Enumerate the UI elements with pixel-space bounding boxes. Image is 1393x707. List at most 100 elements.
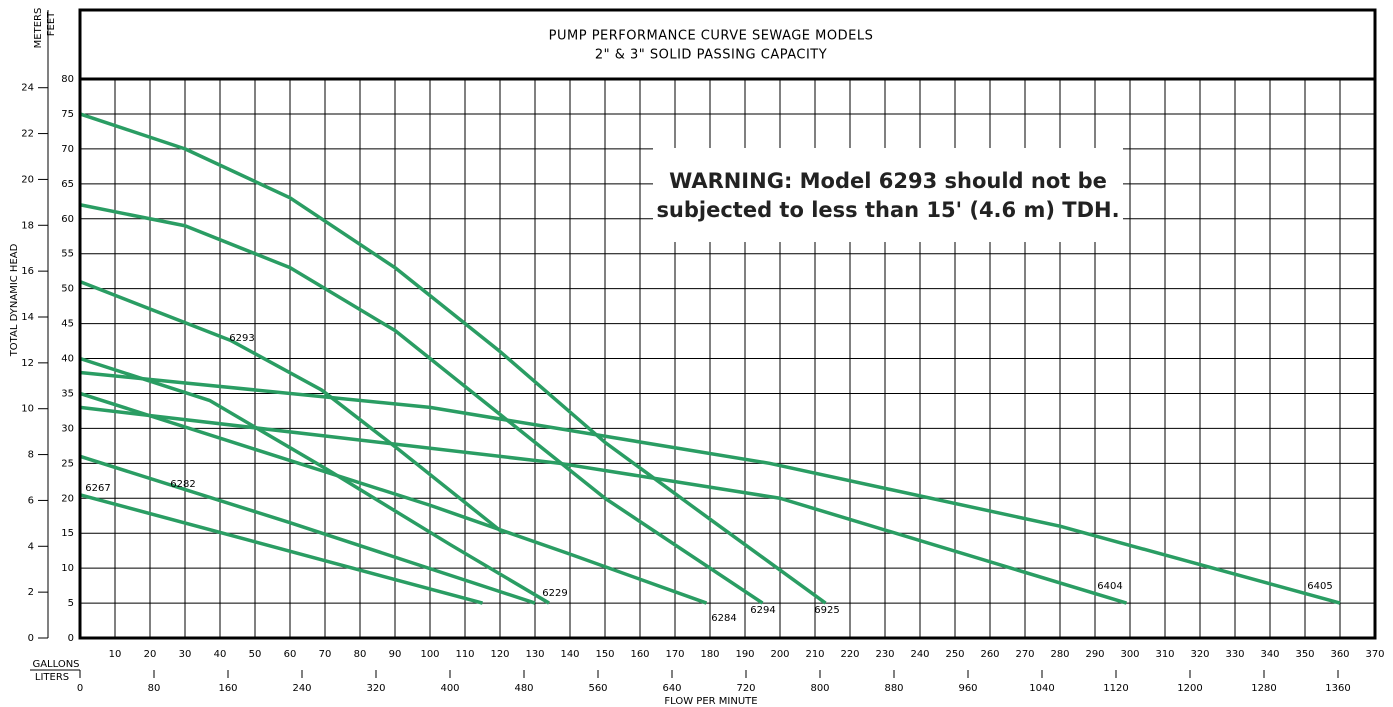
y-tick-label: 70	[61, 144, 74, 155]
x2-tick-label: 720	[736, 683, 755, 694]
x-tick-label: 310	[1155, 649, 1174, 660]
chart-title: PUMP PERFORMANCE CURVE SEWAGE MODELS	[549, 29, 874, 44]
y-tick-label: 60	[61, 214, 74, 225]
x-tick-label: 340	[1260, 649, 1279, 660]
x-tick-label: 160	[630, 649, 649, 660]
pump-curve	[79, 405, 1128, 605]
y2-tick-label: 22	[21, 129, 34, 140]
x-tick-label: 50	[249, 649, 262, 660]
x2-tick-label: 1200	[1177, 683, 1202, 694]
x2-tick-label: 1120	[1103, 683, 1128, 694]
x-tick-label: 320	[1190, 649, 1209, 660]
x2-tick-label: 960	[958, 683, 977, 694]
warning-line: subjected to less than 15' (4.6 m) TDH.	[656, 198, 1119, 222]
curve-label: 6294	[750, 605, 775, 616]
x-tick-label: 240	[910, 649, 929, 660]
x-tick-label: 30	[179, 649, 192, 660]
y-tick-label: 65	[61, 179, 74, 190]
x-tick-label: 250	[945, 649, 964, 660]
y-tick-label: 5	[68, 598, 74, 609]
x2-tick-label: 1360	[1325, 683, 1350, 694]
y-tick-label: 75	[61, 109, 74, 120]
y2-tick-label: 20	[21, 174, 34, 185]
curve-label: 6404	[1097, 581, 1122, 592]
x2-tick-label: 560	[588, 683, 607, 694]
curve-label: 6282	[170, 479, 195, 490]
x2-tick-label: 880	[884, 683, 903, 694]
x-tick-label: 60	[284, 649, 297, 660]
y2-tick-label: 4	[28, 541, 34, 552]
plot-border	[78, 77, 1377, 640]
x-tick-label: 20	[144, 649, 157, 660]
x-tick-label: 190	[735, 649, 754, 660]
y2-tick-label: 10	[21, 404, 34, 415]
x-tick-label: 260	[980, 649, 999, 660]
x2-unit: LITERS	[35, 672, 69, 683]
y2-tick-label: 16	[21, 266, 34, 277]
x2-tick-label: 0	[77, 683, 83, 694]
x2-tick-label: 640	[662, 683, 681, 694]
y-tick-label: 45	[61, 319, 74, 330]
x-tick-label: 70	[319, 649, 332, 660]
y-tick-label: 20	[61, 493, 74, 504]
x-tick-label: 330	[1225, 649, 1244, 660]
pump-curve	[79, 493, 483, 605]
pump-curve	[79, 356, 550, 605]
y2-tick-label: 2	[28, 587, 34, 598]
y2-tick-label: 12	[21, 358, 34, 369]
x-tick-label: 100	[420, 649, 439, 660]
x-tick-label: 200	[770, 649, 789, 660]
y-tick-label: 40	[61, 354, 74, 365]
x2-tick-label: 400	[440, 683, 459, 694]
curve-label: 6925	[814, 605, 839, 616]
x-label: FLOW PER MINUTE	[664, 696, 757, 707]
y-label: TOTAL DYNAMIC HEAD	[9, 243, 20, 357]
y2-tick-label: 6	[28, 495, 34, 506]
x-tick-label: 170	[665, 649, 684, 660]
x-tick-label: 90	[389, 649, 402, 660]
x2-tick-label: 240	[292, 683, 311, 694]
x-tick-label: 220	[840, 649, 859, 660]
y-tick-label: 50	[61, 284, 74, 295]
x-tick-label: 10	[109, 649, 122, 660]
x-tick-label: 230	[875, 649, 894, 660]
curve-label: 6405	[1307, 581, 1332, 592]
x-tick-label: 40	[214, 649, 227, 660]
y2-tick-label: 14	[21, 312, 34, 323]
pump-curve	[79, 112, 827, 605]
chart-subtitle: 2" & 3" SOLID PASSING CAPACITY	[595, 48, 827, 63]
x-tick-label: 130	[525, 649, 544, 660]
x-tick-label: 180	[700, 649, 719, 660]
pump-curve	[79, 203, 764, 605]
x2-tick-label: 80	[148, 683, 161, 694]
pump-curve	[79, 454, 536, 605]
pump-curve	[79, 391, 708, 605]
x2-tick-label: 480	[514, 683, 533, 694]
x2-tick-label: 800	[810, 683, 829, 694]
x-tick-label: 80	[354, 649, 367, 660]
x-tick-label: 110	[455, 649, 474, 660]
x-tick-label: 280	[1050, 649, 1069, 660]
y2-unit: METERS	[33, 8, 44, 49]
x-tick-label: 300	[1120, 649, 1139, 660]
curve-label: 6284	[711, 613, 736, 624]
y2-tick-label: 24	[21, 83, 34, 94]
x-tick-label: 210	[805, 649, 824, 660]
x-tick-label: 270	[1015, 649, 1034, 660]
pump-curve	[79, 280, 505, 535]
y2-tick-label: 8	[28, 450, 34, 461]
warning-box	[653, 148, 1123, 242]
curve-label: 6229	[542, 588, 567, 599]
x2-tick-label: 1040	[1029, 683, 1054, 694]
y2-tick-label: 0	[28, 633, 34, 644]
y-tick-label: 10	[61, 563, 74, 574]
y-tick-label: 15	[61, 528, 74, 539]
curves	[79, 112, 1341, 605]
x2-tick-label: 160	[218, 683, 237, 694]
x2-tick-label: 1280	[1251, 683, 1276, 694]
x-tick-label: 140	[560, 649, 579, 660]
x-unit: GALLONS	[32, 659, 79, 670]
x-tick-label: 350	[1295, 649, 1314, 660]
y-tick-label: 55	[61, 249, 74, 260]
